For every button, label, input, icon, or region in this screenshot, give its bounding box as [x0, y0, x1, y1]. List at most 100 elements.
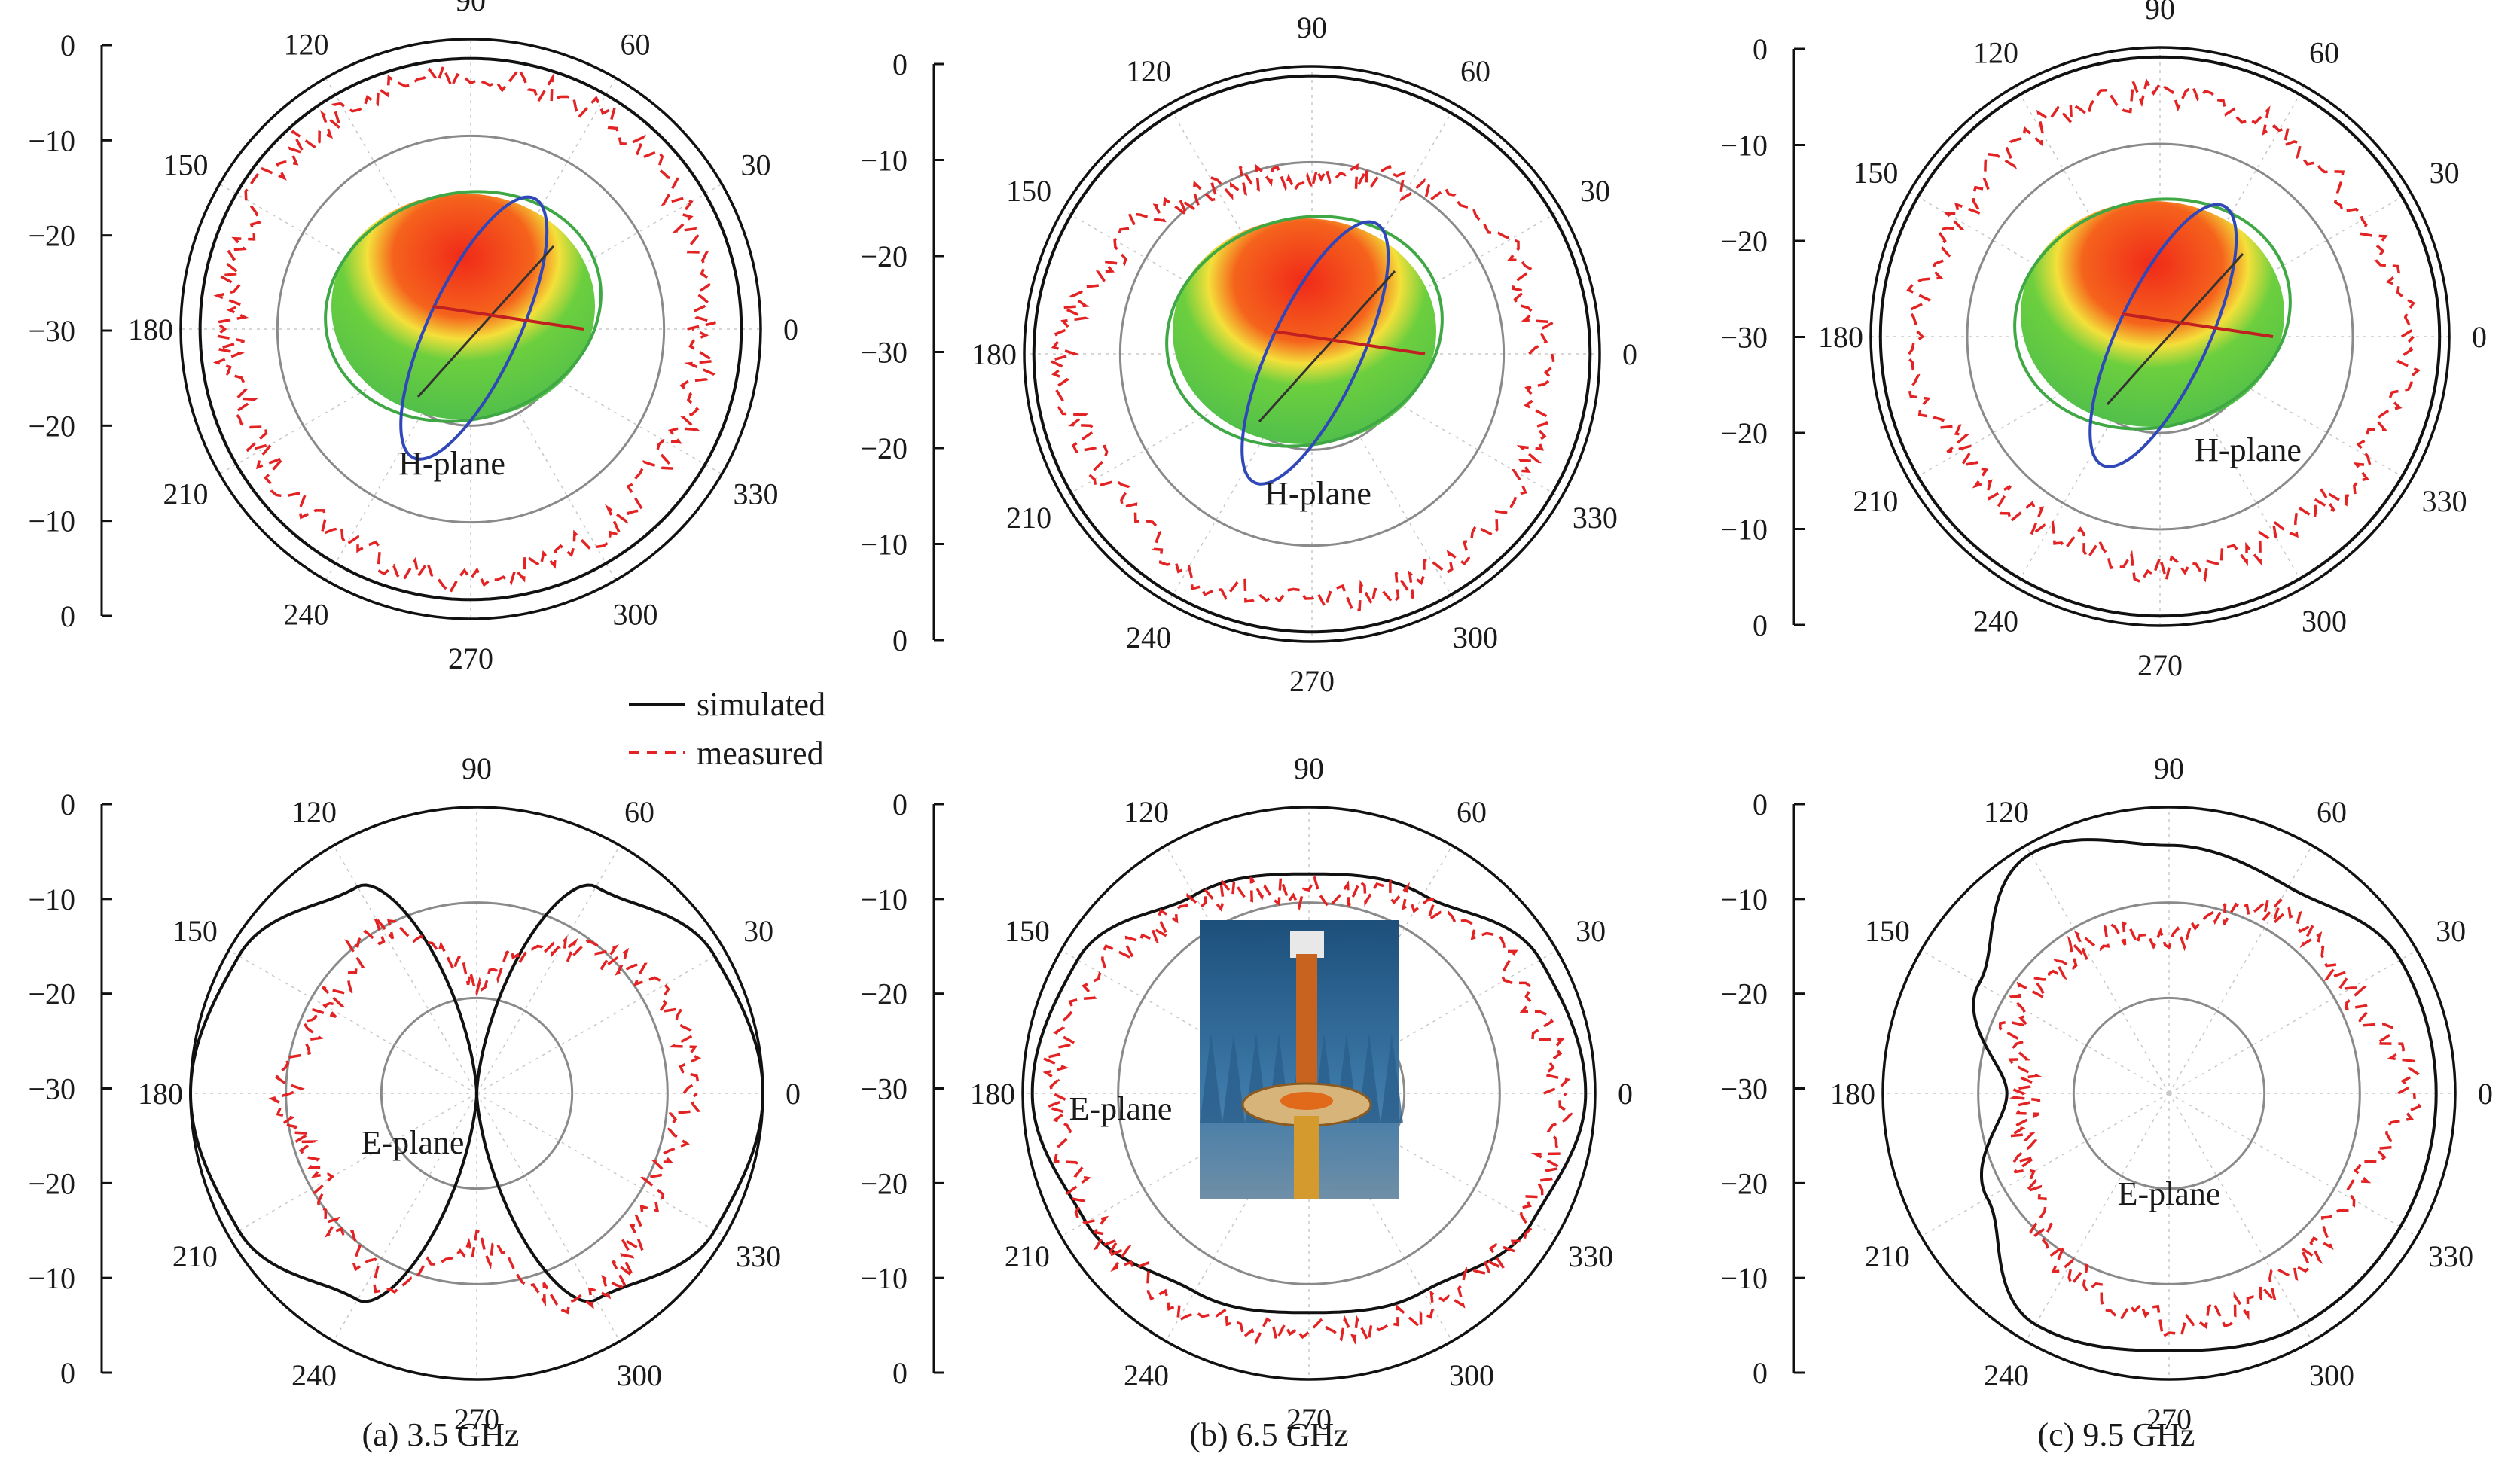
angle-tick-240: 240 [1973, 605, 2018, 639]
radial-tick-label: 0 [60, 1356, 75, 1390]
angle-tick-90: 90 [462, 751, 492, 785]
ring-10db [1977, 901, 2361, 1285]
angle-tick-210: 210 [1005, 1239, 1050, 1273]
polar-chart-c-bottom: 0 30 60 90 120 150 180 210 240 270 300 330 0 −10 −20 −3… [1720, 751, 2493, 1436]
radial-tick-label: −10 [28, 504, 75, 538]
absorber-cone [1381, 1033, 1403, 1123]
angle-tick-180: 180 [1818, 320, 1863, 354]
angle-tick-180: 180 [128, 312, 173, 346]
angle-tick-150: 150 [1006, 174, 1051, 208]
plane-label: E-plane [1069, 1090, 1173, 1127]
angle-tick-330: 330 [736, 1239, 781, 1273]
angle-tick-240: 240 [284, 597, 329, 631]
angle-tick-150: 150 [172, 914, 218, 948]
outer-ring [1869, 46, 2451, 627]
radial-tick-label: −30 [1720, 1072, 1768, 1106]
angle-tick-180: 180 [1830, 1077, 1875, 1111]
series-measured [212, 62, 718, 596]
angle-tick-120: 120 [1973, 35, 2018, 69]
polar-panels: 03060901201501802102402703003300−10−20−3… [28, 0, 2493, 1436]
radial-tick-label: 0 [60, 788, 75, 821]
radial-tick-label: 0 [892, 47, 908, 81]
radial-tick-label: −10 [1720, 513, 1768, 547]
phi-axis-line [2122, 312, 2274, 338]
angle-tick-210: 210 [1853, 484, 1898, 518]
radial-tick-label: 0 [892, 1356, 908, 1390]
phi-ring [399, 195, 549, 461]
radial-tick-label: −10 [28, 882, 75, 916]
radial-tick-label: −10 [1720, 1261, 1768, 1295]
spoke-30 [470, 183, 722, 330]
angle-tick-90: 90 [1297, 11, 1327, 44]
phi-axis-line [1274, 330, 1426, 355]
outer-ring [1881, 806, 2457, 1381]
series-simulated [1032, 74, 1592, 634]
radial-tick-label: −20 [860, 239, 908, 273]
angle-tick-0: 0 [786, 1077, 801, 1111]
radial-tick-label: −10 [1720, 129, 1768, 163]
angle-tick-90: 90 [1294, 751, 1324, 785]
angle-tick-120: 120 [291, 795, 337, 829]
spoke-330 [2168, 1093, 2418, 1237]
series-measured [1045, 163, 1559, 612]
radial-tick-label: −10 [860, 882, 908, 916]
angle-tick-120: 120 [1984, 795, 2029, 829]
angle-tick-240: 240 [291, 1358, 337, 1392]
angle-tick-270: 270 [1286, 1402, 1332, 1436]
series-simulated [198, 56, 743, 602]
radial-tick-label: −10 [28, 1261, 75, 1295]
spoke-240 [2025, 1093, 2170, 1342]
pattern-body [331, 194, 595, 419]
pattern-body [2021, 201, 2284, 427]
caption-a: (a) 3.5 GHz [362, 1416, 520, 1453]
angle-tick-180: 180 [138, 1077, 183, 1111]
angle-tick-300: 300 [1449, 1358, 1494, 1392]
plane-label: H-plane [1265, 475, 1371, 512]
radial-tick-label: −10 [860, 1261, 908, 1295]
polar-chart-b-bottom: 0 30 60 90 120 150 180 210 240 270 300 330 0 −10 −20 −3… [860, 751, 1633, 1436]
radial-tick-label: −20 [1720, 416, 1768, 450]
angle-tick-240: 240 [1126, 620, 1171, 654]
radial-tick-label: −30 [860, 1072, 908, 1106]
series-measured [268, 915, 702, 1315]
angle-tick-330: 330 [1568, 1239, 1613, 1273]
ring-10db [1966, 142, 2354, 531]
outer-ring [1021, 806, 1597, 1381]
angle-tick-270: 270 [2137, 648, 2183, 682]
spoke-210 [228, 1093, 477, 1237]
angle-tick-330: 330 [2428, 1239, 2473, 1273]
polar-chart-b-top: 0 30 60 90 120 150 180 210 240 270 300 330 0 −10 −20 −3… [860, 11, 1637, 698]
angle-tick-330: 330 [733, 477, 778, 511]
angle-tick-30: 30 [1576, 914, 1606, 948]
pattern-3d-inset [1165, 215, 1444, 486]
legend-simulated-label: simulated [697, 686, 825, 723]
antenna-mast [1296, 954, 1317, 1090]
series-measured [1039, 874, 1573, 1346]
radial-tick-label: −20 [1720, 977, 1768, 1011]
angle-tick-60: 60 [1460, 54, 1490, 88]
angle-tick-330: 330 [2422, 484, 2467, 518]
angle-tick-30: 30 [743, 914, 773, 948]
spoke-60 [476, 845, 621, 1094]
angle-tick-30: 30 [2430, 156, 2460, 190]
angle-tick-150: 150 [1005, 914, 1050, 948]
spoke-30 [476, 949, 725, 1094]
angle-tick-300: 300 [2309, 1358, 2354, 1392]
spoke-300 [470, 328, 617, 581]
spoke-30 [2168, 949, 2418, 1094]
spoke-150 [1921, 949, 2170, 1094]
radial-tick-label: −30 [1720, 321, 1768, 355]
spoke-300 [2168, 1093, 2313, 1342]
spoke-210 [219, 328, 471, 475]
z-axis-line [1258, 270, 1396, 423]
plane-label: E-plane [2118, 1175, 2221, 1212]
plane-label: H-plane [398, 445, 505, 482]
radial-tick-label: −20 [860, 1166, 908, 1200]
caption-b: (b) 6.5 GHz [1189, 1416, 1348, 1453]
angle-tick-0: 0 [1618, 1077, 1633, 1111]
theta-ring [2013, 197, 2292, 431]
angle-tick-90: 90 [2154, 751, 2184, 785]
series-simulated [1030, 872, 1588, 1315]
angle-tick-270: 270 [448, 642, 493, 675]
radial-tick-label: −20 [28, 409, 75, 443]
